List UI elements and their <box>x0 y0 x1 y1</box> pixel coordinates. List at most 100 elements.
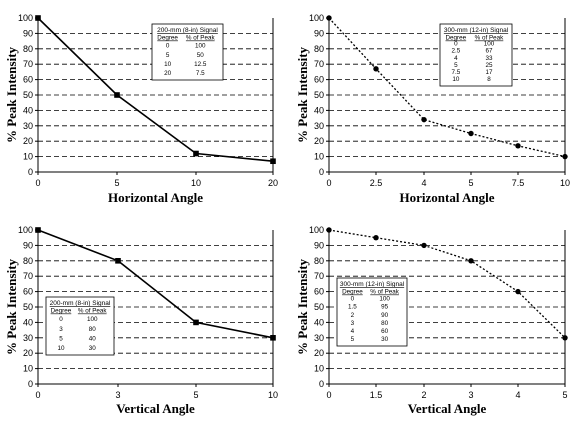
x-axis-title: Vertical Angle <box>408 401 487 416</box>
y-axis-title: % Peak Intensity <box>4 46 19 143</box>
y-tick-label: 0 <box>319 379 324 389</box>
x-tick-label: 0 <box>35 390 40 400</box>
legend-cell: 100 <box>379 296 390 303</box>
x-tick-label: 10 <box>191 178 201 188</box>
data-point-marker <box>35 227 41 233</box>
y-axis-title: % Peak Intensity <box>295 258 310 355</box>
legend-cell: 5 <box>59 335 63 342</box>
legend-column-header: % of Peak <box>475 35 505 42</box>
legend-cell: 0 <box>351 296 355 303</box>
legend-cell: 33 <box>485 55 493 62</box>
data-point-marker <box>562 335 568 341</box>
y-tick-label: 10 <box>23 364 33 374</box>
series-line <box>328 229 566 339</box>
legend-cell: 40 <box>89 335 97 342</box>
legend-cell: 5 <box>454 62 458 69</box>
series-line <box>328 17 566 158</box>
legend-cell: 8 <box>487 76 491 83</box>
y-tick-label: 90 <box>314 28 324 38</box>
legend-cell: 100 <box>87 316 98 323</box>
legend-cell: 3 <box>351 320 355 327</box>
y-tick-label: 20 <box>314 348 324 358</box>
legend-cell: 10 <box>57 345 65 352</box>
legend-cell: 10 <box>452 76 460 83</box>
data-point-marker <box>562 153 568 160</box>
y-tick-label: 50 <box>314 90 324 100</box>
y-tick-label: 60 <box>314 75 324 85</box>
y-tick-label: 30 <box>23 333 33 343</box>
legend-box <box>151 23 224 81</box>
y-tick-label: 60 <box>23 287 33 297</box>
legend-column-header: Degree <box>157 35 178 42</box>
legend-cell: 5 <box>166 52 170 59</box>
y-tick-label: 40 <box>23 105 33 115</box>
x-tick-label: 2.5 <box>370 178 383 188</box>
x-tick-label: 20 <box>268 178 278 188</box>
legend-title: 300-mm (12-in) Signal <box>340 281 405 288</box>
data-point-marker <box>326 227 332 233</box>
y-tick-label: 10 <box>314 152 324 162</box>
data-point-marker <box>421 242 427 249</box>
y-tick-label: 10 <box>314 364 324 374</box>
legend-column-header: Degree <box>446 35 467 42</box>
legend-box <box>439 23 513 87</box>
legend-cell: 90 <box>381 312 389 319</box>
legend-cell: 2 <box>351 312 355 319</box>
y-tick-label: 20 <box>23 348 33 358</box>
legend-cell: 20 <box>164 70 172 77</box>
legend-title: 200-mm (8-in) Signal <box>157 27 218 34</box>
legend-cell: 3 <box>59 326 63 333</box>
y-tick-label: 100 <box>309 13 324 23</box>
x-tick-label: 0 <box>35 178 40 188</box>
x-tick-label: 10 <box>560 178 570 188</box>
legend-cell: 0 <box>59 316 63 323</box>
legend-title: 300-mm (12-in) Signal <box>444 27 509 34</box>
legend-cell: 0 <box>166 43 170 50</box>
data-point-marker <box>114 92 120 98</box>
legend-cell: 100 <box>195 43 206 50</box>
legend-cell: 95 <box>381 304 389 311</box>
y-tick-label: 20 <box>314 136 324 146</box>
y-tick-label: 40 <box>314 317 324 327</box>
y-tick-label: 30 <box>314 333 324 343</box>
y-tick-label: 30 <box>23 121 33 131</box>
y-tick-label: 40 <box>314 105 324 115</box>
y-tick-label: 100 <box>309 225 324 235</box>
data-point-marker <box>373 235 379 241</box>
y-tick-label: 60 <box>23 75 33 85</box>
legend-title: 200-mm (8-in) Signal <box>50 300 111 307</box>
x-tick-label: 3 <box>468 390 473 400</box>
legend-cell: 2.5 <box>451 48 460 55</box>
y-axis-title: % Peak Intensity <box>4 258 19 355</box>
y-tick-label: 100 <box>18 225 33 235</box>
legend-column-header: Degree <box>342 289 363 296</box>
legend-cell: 1.5 <box>348 304 357 311</box>
x-tick-label: 7.5 <box>512 178 525 188</box>
y-tick-label: 0 <box>28 379 33 389</box>
y-tick-label: 70 <box>314 59 324 69</box>
data-point-marker <box>326 15 332 21</box>
legend-cell: 5 <box>351 336 355 343</box>
y-tick-label: 60 <box>314 287 324 297</box>
series-line <box>37 17 274 163</box>
legend-column-header: Degree <box>51 308 72 315</box>
legend-cell: 100 <box>484 41 495 48</box>
y-tick-label: 90 <box>314 240 324 250</box>
data-point-marker <box>35 15 41 21</box>
y-tick-label: 0 <box>28 167 33 177</box>
x-axis-title: Horizontal Angle <box>400 190 495 205</box>
legend-column-header: % of Peak <box>186 35 216 42</box>
x-tick-label: 1.5 <box>370 390 383 400</box>
y-tick-label: 10 <box>23 152 33 162</box>
y-tick-label: 80 <box>314 256 324 266</box>
legend-cell: 4 <box>454 55 458 62</box>
data-point-marker <box>270 335 276 341</box>
y-tick-label: 80 <box>23 256 33 266</box>
